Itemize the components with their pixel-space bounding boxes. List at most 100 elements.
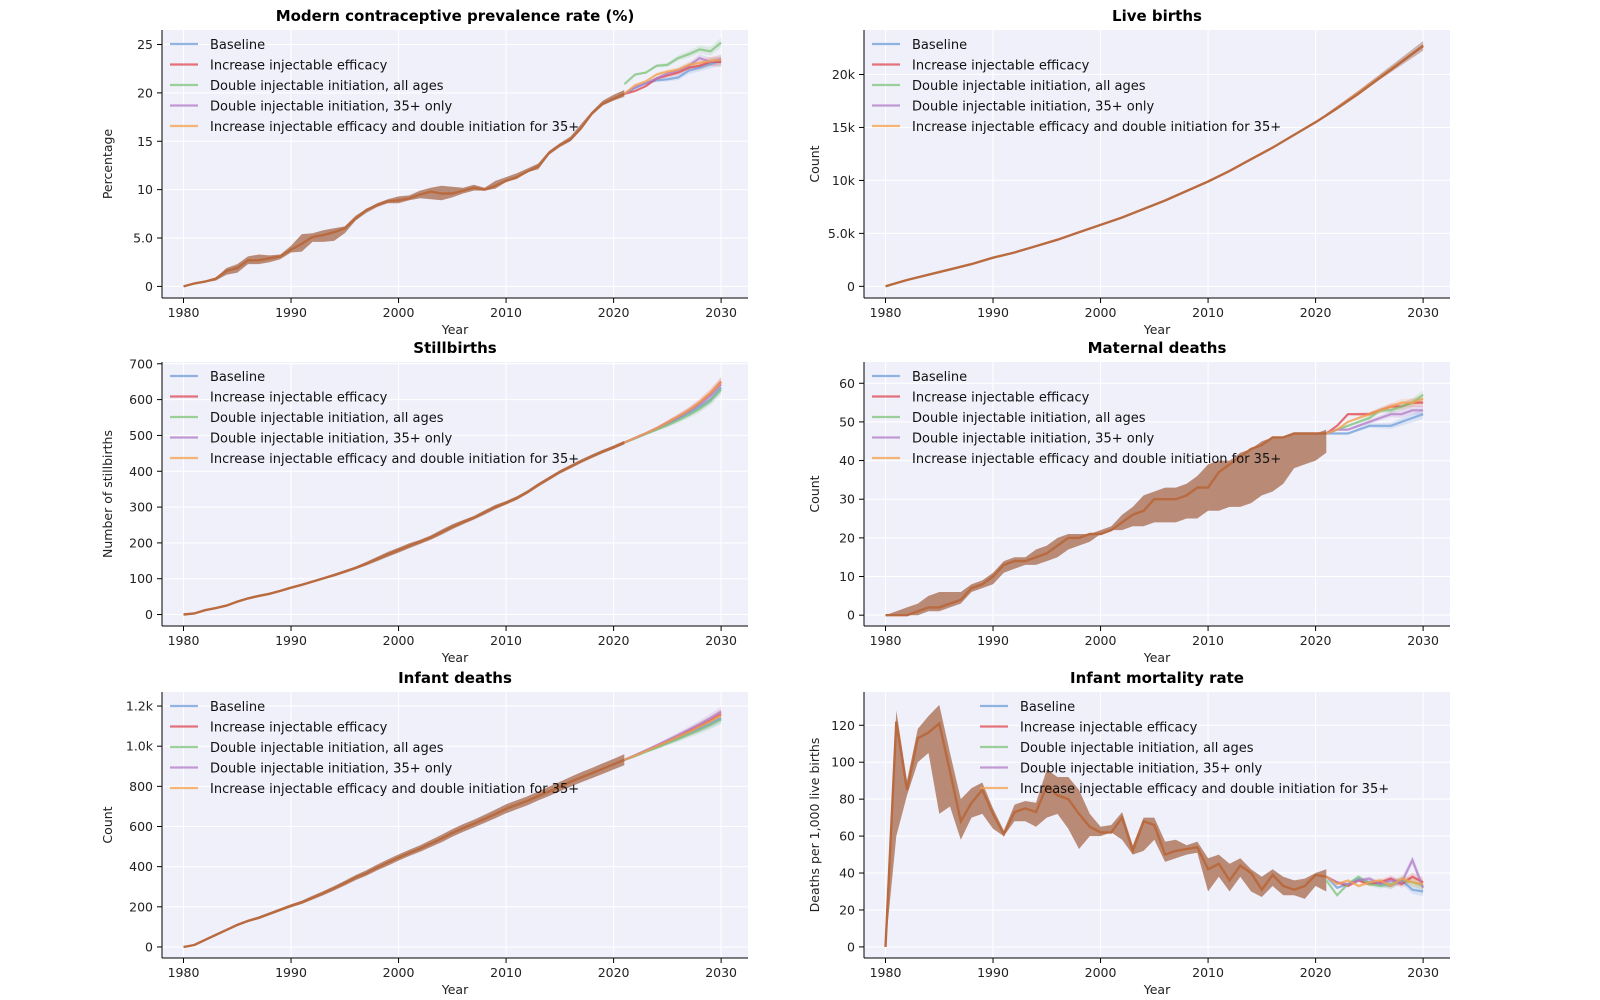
y-tick-label: 400: [129, 859, 153, 874]
x-tick-label: 2030: [705, 965, 737, 980]
plot-marks: [885, 390, 1424, 617]
legend-entry-label: Double injectable initiation, all ages: [1020, 741, 1254, 756]
chart-panel-3: 1980 1990 2000 2010 2020 2030 0 100 200 300 400 500…: [100, 339, 748, 665]
y-tick-label: 100: [831, 755, 855, 770]
x-tick-label: 2000: [383, 633, 415, 648]
y-tick-label: 200: [129, 899, 153, 914]
y-tick-label: 15: [137, 134, 153, 149]
x-tick-label: 2010: [1192, 965, 1224, 980]
y-tick-label: 80: [839, 792, 855, 807]
x-tick-label: 2030: [705, 305, 737, 320]
x-tick-label: 2000: [1085, 305, 1117, 320]
x-tick-label: 2030: [1407, 965, 1439, 980]
series-line-2: [624, 60, 722, 95]
x-tick-label: 1990: [977, 633, 1009, 648]
history-line: [885, 432, 1327, 617]
scenario-band: [1326, 41, 1424, 116]
series-line-5: [1325, 875, 1424, 888]
plot-marks: [183, 706, 722, 949]
chart-title: Live births: [1112, 7, 1202, 25]
x-tick-label: 2010: [490, 965, 522, 980]
plot-area: [162, 692, 748, 958]
plot-marks: [183, 37, 722, 288]
series-line-4: [623, 56, 722, 95]
y-axis-label: Count: [100, 806, 115, 843]
x-tick-label: 2030: [705, 633, 737, 648]
x-tick-label: 2020: [1300, 965, 1332, 980]
x-tick-label: 1990: [977, 965, 1009, 980]
legend-entry-label: Increase injectable efficacy and double …: [210, 120, 579, 135]
x-tick-label: 2010: [1192, 305, 1224, 320]
legend-entry-label: Double injectable initiation, all ages: [210, 79, 444, 94]
legend-entry-label: Increase injectable efficacy and double …: [912, 120, 1281, 135]
y-tick-label: 60: [839, 829, 855, 844]
y-tick-label: 20k: [832, 67, 856, 82]
y-axis-label: Number of stillbirths: [100, 430, 115, 558]
legend: Baseline Increase injectable efficacy Doub…: [872, 38, 1281, 135]
x-tick-label: 1980: [168, 305, 200, 320]
plot-marks: [884, 704, 1425, 947]
legend-entry-label: Increase injectable efficacy: [210, 59, 388, 74]
plot-marks: [183, 376, 722, 616]
legend: Baseline Increase injectable efficacy Doub…: [980, 700, 1389, 797]
y-tick-label: 0: [847, 939, 855, 954]
legend-entry-label: Double injectable initiation, all ages: [210, 411, 444, 426]
legend-entry-label: Baseline: [210, 700, 265, 715]
y-tick-label: 1.2k: [126, 699, 154, 714]
x-tick-label: 2010: [490, 305, 522, 320]
x-axis-label: Year: [441, 650, 469, 665]
x-tick-label: 1980: [870, 965, 902, 980]
legend-entry-label: Increase injectable efficacy: [1020, 721, 1198, 736]
legend-entry-label: Double injectable initiation, 35+ only: [210, 762, 453, 777]
chart-title: Modern contraceptive prevalence rate (%): [276, 7, 635, 25]
y-tick-label: 30: [839, 492, 855, 507]
history-line: [885, 44, 1424, 288]
legend: Baseline Increase injectable efficacy Doub…: [170, 700, 579, 797]
history-line: [884, 721, 1327, 947]
history-line: [183, 758, 625, 949]
y-tick-label: 200: [129, 535, 153, 550]
y-tick-label: 20: [137, 85, 153, 100]
y-axis-label: Percentage: [100, 129, 115, 200]
chart-panel-1: 1980 1990 2000 2010 2020 2030 0 5.0 10 15 20 25 Mode…: [100, 7, 748, 337]
legend-entry-label: Increase injectable efficacy: [210, 391, 388, 406]
legend-entry-label: Increase injectable efficacy: [210, 721, 388, 736]
chart-panel-2: 1980 1990 2000 2010 2020 2030 0 5.0k 10k 15k 20k Li…: [807, 7, 1450, 337]
y-tick-label: 700: [129, 356, 153, 371]
series-line-4: [1325, 409, 1424, 435]
legend-entry-label: Increase injectable efficacy and double …: [210, 782, 579, 797]
legend-entry-label: Increase injectable efficacy: [912, 59, 1090, 74]
x-tick-label: 1990: [275, 965, 307, 980]
x-tick-label: 2000: [1085, 965, 1117, 980]
legend-entry-label: Baseline: [912, 38, 967, 53]
y-tick-label: 400: [129, 464, 153, 479]
y-tick-label: 600: [129, 392, 153, 407]
series-line-5: [1325, 397, 1424, 435]
legend-entry-label: Double injectable initiation, 35+ only: [210, 432, 453, 447]
y-axis-label: Count: [807, 475, 822, 512]
legend-entry-label: Double injectable initiation, all ages: [912, 79, 1146, 94]
y-tick-label: 20: [839, 530, 855, 545]
series-line-5: [623, 58, 722, 95]
legend-entry-label: Baseline: [1020, 700, 1075, 715]
x-tick-label: 2000: [1085, 633, 1117, 648]
y-tick-label: 50: [839, 414, 855, 429]
y-tick-label: 500: [129, 428, 153, 443]
y-tick-label: 0: [145, 279, 153, 294]
x-tick-label: 2000: [383, 965, 415, 980]
chart-title: Infant mortality rate: [1070, 669, 1244, 687]
legend-entry-label: Increase injectable efficacy and double …: [912, 452, 1281, 467]
history-uncertainty-band: [885, 704, 1327, 947]
legend-entry-label: Double injectable initiation, 35+ only: [1020, 762, 1263, 777]
legend-entry-label: Double injectable initiation, 35+ only: [210, 100, 453, 115]
series-line-1: [1326, 413, 1424, 435]
x-tick-label: 2020: [1300, 305, 1332, 320]
legend-entry-label: Increase injectable efficacy and double …: [210, 452, 579, 467]
chart-title: Stillbirths: [413, 339, 497, 357]
y-tick-label: 10: [137, 182, 153, 197]
y-tick-label: 5.0k: [828, 226, 856, 241]
chart-title: Infant deaths: [398, 669, 512, 687]
plot-marks: [885, 41, 1424, 288]
history-line: [183, 441, 625, 616]
scenario-band: [624, 55, 722, 94]
